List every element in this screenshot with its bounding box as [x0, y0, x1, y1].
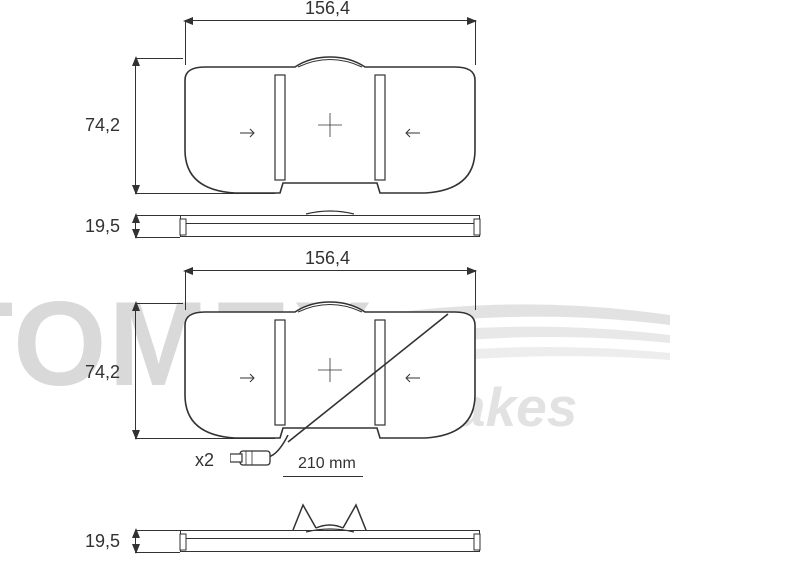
dim-bottom-thickness: 19,5: [85, 531, 120, 552]
dim-top-thickness: 19,5: [85, 216, 120, 237]
dim-bottom-height-line: [135, 303, 136, 438]
dim-top-width-line: [185, 20, 475, 21]
bottom-side-detail: [178, 500, 482, 558]
sensor-count: x2: [195, 450, 214, 471]
ext-line: [475, 270, 476, 310]
ext-line: [135, 58, 183, 59]
sensor-leader: [283, 476, 363, 477]
ext-line: [475, 20, 476, 65]
ext-line: [135, 530, 180, 531]
dim-bottom-height: 74,2: [85, 362, 120, 383]
bottom-pad-face: [180, 300, 480, 445]
ext-line: [135, 193, 275, 194]
top-side-detail: [178, 210, 482, 240]
top-pad-face: [180, 55, 480, 200]
sensor-wire-length: 210 mm: [298, 455, 356, 473]
ext-line: [135, 552, 180, 553]
dim-bottom-width-line: [185, 270, 475, 271]
dim-top-height: 74,2: [85, 115, 120, 136]
ext-line: [135, 438, 275, 439]
ext-line: [185, 270, 186, 310]
dim-top-height-line: [135, 58, 136, 193]
ext-line: [135, 215, 180, 216]
dim-bottom-width: 156,4: [305, 248, 350, 269]
ext-line: [135, 303, 183, 304]
ext-line: [135, 237, 180, 238]
dim-top-width: 156,4: [305, 0, 350, 19]
ext-line: [185, 20, 186, 65]
